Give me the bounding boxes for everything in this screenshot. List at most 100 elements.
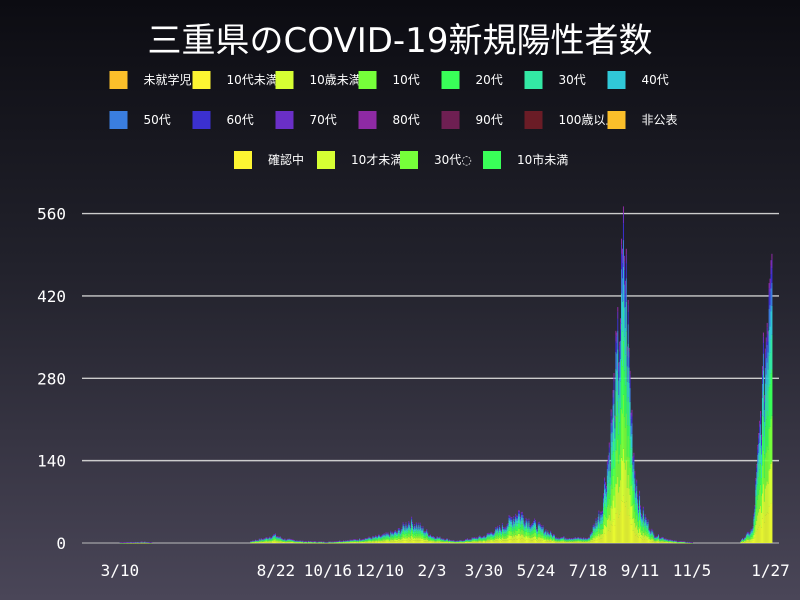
bar-segment: [535, 520, 537, 521]
bar-segment: [384, 534, 386, 535]
bar-segment: [600, 514, 602, 518]
bar-segment: [646, 525, 648, 528]
bar-segment: [525, 517, 527, 519]
bar-segment: [645, 522, 647, 525]
bar-segment: [506, 523, 508, 525]
bar-segment: [478, 537, 480, 539]
bar-segment: [592, 526, 594, 527]
bar-segment: [513, 523, 515, 527]
bar-segment: [647, 536, 649, 540]
bar-segment: [636, 515, 638, 526]
bar-segment: [678, 541, 680, 542]
bar-segment: [671, 542, 673, 543]
bar-segment: [461, 540, 463, 541]
bar-segment: [507, 528, 509, 532]
bar-segment: [447, 542, 449, 543]
bar-segment: [278, 537, 280, 538]
bar-segment: [617, 307, 619, 312]
bar-segment: [637, 536, 639, 543]
bar-segment: [656, 538, 658, 540]
bar-segment: [583, 539, 585, 541]
bar-segment: [284, 539, 286, 541]
bar-segment: [543, 534, 545, 536]
bar-segment: [259, 540, 261, 541]
bar-segment: [558, 541, 560, 542]
bar-segment: [548, 536, 550, 539]
bar-segment: [309, 542, 311, 543]
bar-segment: [459, 542, 461, 544]
bar-segment: [594, 529, 596, 531]
bar-segment: [447, 540, 449, 542]
bar-segment: [486, 534, 488, 535]
bar-segment: [526, 528, 528, 533]
bar-segment: [481, 539, 483, 541]
bar-segment: [394, 532, 396, 535]
bar-segment: [407, 540, 409, 543]
bar-segment: [497, 535, 499, 539]
bar-segment: [420, 530, 422, 533]
bar-segment: [431, 536, 433, 537]
bar-segment: [400, 541, 402, 543]
bar-segment: [410, 528, 412, 530]
bar-segment: [436, 536, 438, 538]
bar-segment: [547, 539, 549, 542]
bar-segment: [408, 533, 410, 537]
bar-segment: [583, 540, 585, 542]
bar-segment: [509, 526, 511, 532]
bar-segment: [360, 541, 362, 543]
bar-segment: [529, 525, 531, 526]
bar-segment: [641, 523, 643, 527]
bar-segment: [505, 529, 507, 531]
bar-segment: [520, 512, 522, 514]
bar-segment: [425, 537, 427, 540]
bar-segment: [304, 542, 306, 544]
bar-segment: [286, 539, 288, 541]
bar-segment: [539, 531, 541, 535]
bar-segment: [537, 540, 539, 543]
bar-segment: [657, 536, 659, 538]
bar-segment: [600, 512, 602, 514]
bar-segment: [565, 538, 567, 539]
bar-segment: [376, 536, 378, 538]
bar-segment: [381, 540, 383, 542]
bar-segment: [465, 542, 467, 543]
bar-segment: [371, 540, 373, 541]
bar-segment: [629, 401, 631, 420]
bar-segment: [639, 532, 641, 538]
bar-segment: [496, 538, 498, 541]
bar-segment: [657, 537, 659, 540]
bar-segment: [420, 529, 422, 531]
bar-segment: [429, 541, 431, 543]
bar-segment: [662, 538, 664, 539]
bar-segment: [422, 538, 424, 541]
bar-segment: [587, 542, 589, 543]
bar-segment: [352, 542, 354, 544]
bar-segment: [411, 521, 413, 525]
bar-segment: [576, 539, 578, 541]
bar-segment: [505, 530, 507, 533]
bar-segment: [608, 444, 610, 448]
bar-segment: [273, 535, 275, 536]
bar-segment: [480, 538, 482, 539]
bar-segment: [275, 538, 277, 541]
legend-swatch: [275, 71, 294, 89]
bar-segment: [573, 539, 575, 541]
bar-segment: [624, 306, 626, 328]
bar-segment: [362, 540, 364, 541]
bar-segment: [640, 519, 642, 522]
bar-segment: [285, 540, 287, 542]
bar-segment: [341, 542, 343, 543]
bar-segment: [377, 537, 379, 539]
bar-segment: [506, 540, 508, 543]
bar-segment: [612, 397, 614, 406]
bar-segment: [565, 539, 567, 540]
bar-segment: [545, 531, 547, 534]
bar-segment: [343, 541, 345, 543]
bar-segment: [378, 539, 380, 541]
bar-segment: [464, 542, 466, 543]
bar-segment: [603, 502, 605, 508]
bar-segment: [285, 540, 287, 541]
bar-segment: [465, 540, 467, 541]
bar-segment: [672, 540, 674, 541]
bar-segment: [414, 535, 416, 539]
